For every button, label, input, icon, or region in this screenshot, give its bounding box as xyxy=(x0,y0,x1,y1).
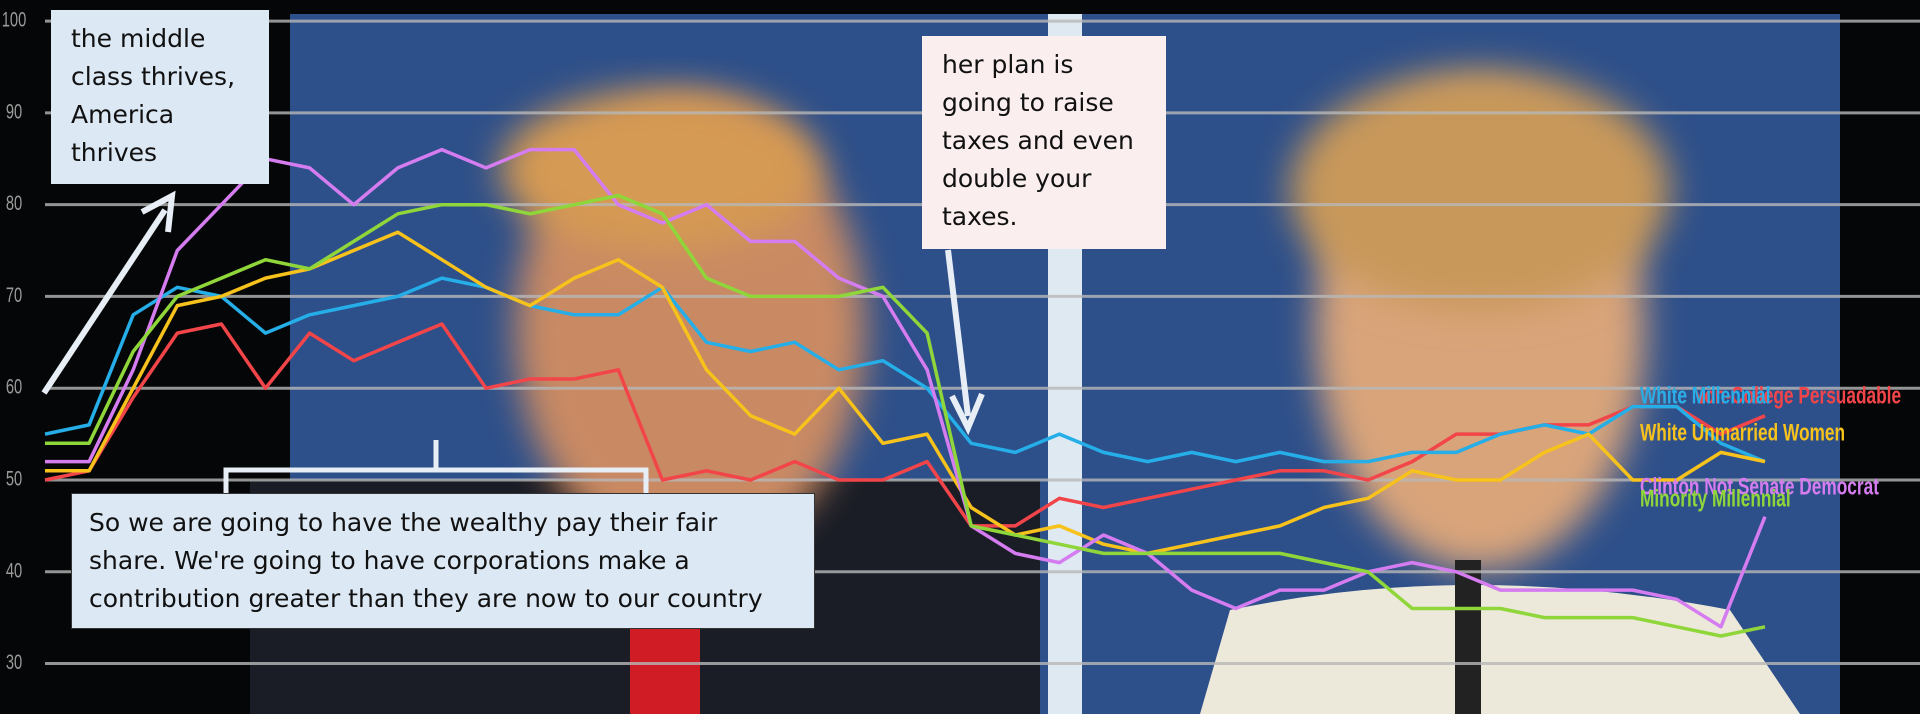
y-tick-label: 50 xyxy=(6,467,22,490)
y-tick-label: 80 xyxy=(6,192,22,215)
series-line xyxy=(45,147,1767,629)
series-line xyxy=(44,322,1766,528)
legend-label: Minority Millennial xyxy=(1640,486,1791,512)
legend-label: White Millennial xyxy=(1640,383,1771,409)
bracket xyxy=(223,440,649,493)
legend-label: White Non-College Persuadable xyxy=(1640,383,1901,409)
y-tick-label: 100 xyxy=(2,8,27,31)
arrow-head xyxy=(949,392,985,436)
annotation: her plan is going to raise taxes and eve… xyxy=(922,36,1166,249)
y-tick-label: 70 xyxy=(6,283,22,306)
arrow xyxy=(945,249,971,417)
y-tick-label: 30 xyxy=(6,651,22,674)
legend-label: Clinton Not Senate Democrat xyxy=(1640,474,1879,500)
series-line xyxy=(45,193,1766,638)
y-tick-label: 90 xyxy=(6,100,22,123)
series-line xyxy=(45,230,1766,556)
annotation: the middle class thrives, America thrive… xyxy=(51,10,269,184)
y-tick-label: 40 xyxy=(6,559,22,582)
callouts xyxy=(41,190,985,493)
series-line xyxy=(44,276,1766,464)
arrow xyxy=(41,208,168,395)
arrow-head xyxy=(140,190,176,233)
y-tick-label: 60 xyxy=(6,375,22,398)
legend-label: White Unmarried Women xyxy=(1640,420,1845,446)
annotation: So we are going to have the wealthy pay … xyxy=(71,493,815,629)
